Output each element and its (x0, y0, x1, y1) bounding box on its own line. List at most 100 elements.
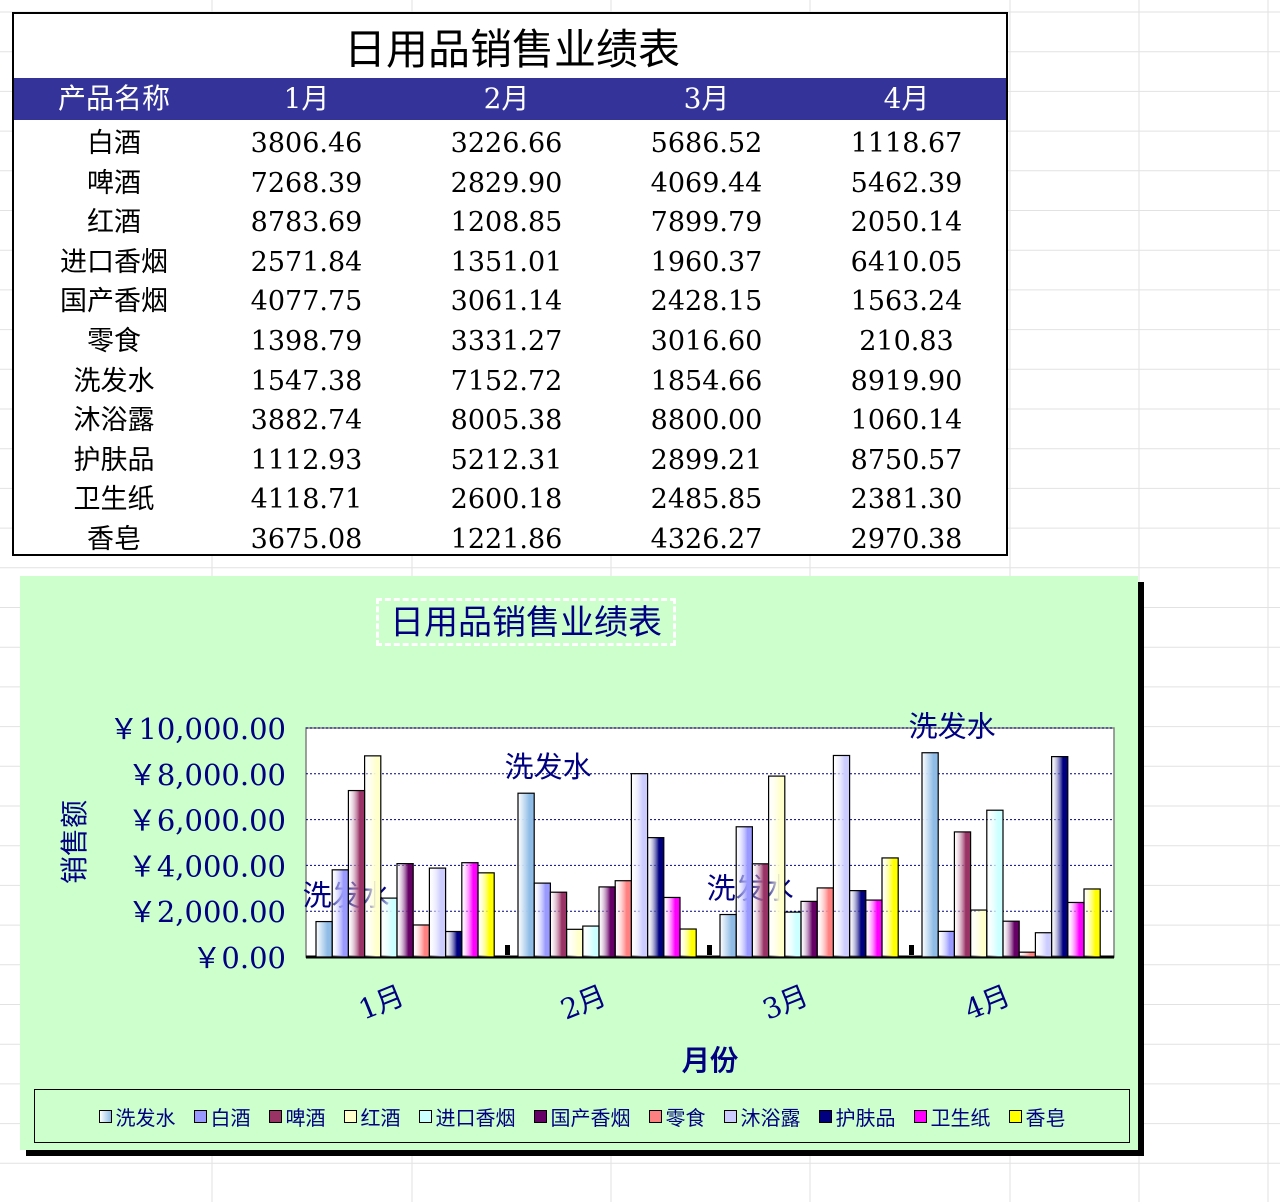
sales-value-cell[interactable]: 8005.38 (450, 405, 563, 437)
product-name-cell[interactable]: 香皂 (87, 523, 141, 555)
bar-国产香烟-1月[interactable] (396, 863, 414, 958)
bar-国产香烟-4月[interactable] (1002, 920, 1020, 958)
sales-value-cell[interactable]: 2050.14 (850, 207, 963, 239)
bar-卫生纸-3月[interactable] (865, 899, 883, 958)
sales-value-cell[interactable]: 4326.27 (650, 523, 763, 555)
bar-洗发水-3月[interactable] (719, 913, 737, 958)
sales-value-cell[interactable]: 1351.01 (450, 246, 563, 278)
legend-entry[interactable]: 卫生纸 (913, 1102, 991, 1131)
bar-洗发水-2月[interactable] (517, 792, 535, 958)
bar-护肤品-3月[interactable] (848, 890, 867, 958)
product-name-cell[interactable]: 进口香烟 (60, 246, 168, 278)
legend-entry[interactable]: 红酒 (343, 1102, 401, 1131)
bar-护肤品-1月[interactable] (445, 930, 463, 958)
bar-白酒-4月[interactable] (937, 930, 956, 958)
sales-value-cell[interactable]: 7268.39 (250, 167, 363, 199)
sales-value-cell[interactable]: 7152.72 (450, 365, 563, 397)
sales-value-cell[interactable]: 1208.85 (450, 207, 563, 239)
product-name-cell[interactable]: 洗发水 (73, 365, 155, 397)
bar-香皂-4月[interactable] (1083, 888, 1101, 958)
bar-白酒-3月[interactable] (735, 826, 754, 958)
bar-红酒-1月[interactable] (364, 755, 382, 958)
sales-value-cell[interactable]: 5212.31 (450, 444, 563, 476)
sales-value-cell[interactable]: 210.83 (859, 325, 954, 357)
sales-value-cell[interactable]: 2428.15 (650, 286, 763, 318)
legend-entry[interactable]: 香皂 (1008, 1102, 1066, 1131)
legend-entry[interactable]: 洗发水 (98, 1102, 176, 1131)
bar-啤酒-4月[interactable] (953, 831, 972, 958)
bar-洗发水-4月[interactable] (921, 752, 939, 958)
bar-红酒-3月[interactable] (767, 775, 786, 958)
bar-进口香烟-4月[interactable] (986, 809, 1004, 958)
sales-value-cell[interactable]: 1118.67 (850, 128, 963, 159)
bar-零食-2月[interactable] (614, 880, 633, 958)
bar-护肤品-4月[interactable] (1050, 756, 1069, 958)
bar-护肤品-2月[interactable] (646, 837, 665, 958)
sales-value-cell[interactable]: 2600.18 (450, 484, 563, 516)
bar-沐浴露-1月[interactable] (428, 867, 447, 958)
sales-value-cell[interactable]: 3061.14 (450, 286, 563, 318)
bar-沐浴露-4月[interactable] (1034, 932, 1053, 958)
sales-value-cell[interactable]: 1854.66 (650, 365, 763, 397)
sales-value-cell[interactable]: 8919.90 (850, 365, 963, 397)
chart-title[interactable]: 日用品销售业绩表 (376, 598, 676, 646)
sales-value-cell[interactable]: 1563.24 (850, 286, 963, 318)
sales-value-cell[interactable]: 1960.37 (650, 246, 763, 278)
sales-value-cell[interactable]: 7899.79 (650, 207, 763, 239)
product-name-cell[interactable]: 啤酒 (87, 167, 141, 199)
bar-卫生纸-2月[interactable] (663, 896, 681, 958)
legend-entry[interactable]: 沐浴露 (723, 1102, 801, 1131)
sales-value-cell[interactable]: 8750.57 (850, 444, 963, 476)
header-month-1[interactable]: 1月 (283, 82, 330, 115)
legend-entry[interactable]: 进口香烟 (418, 1102, 516, 1131)
sales-value-cell[interactable]: 1398.79 (250, 325, 363, 357)
legend-entry[interactable]: 啤酒 (268, 1102, 326, 1131)
sales-value-cell[interactable]: 4069.44 (650, 167, 763, 199)
bar-零食-1月[interactable] (412, 924, 431, 958)
sales-value-cell[interactable]: 2571.84 (250, 246, 363, 278)
chart-legend[interactable]: 洗发水 白酒 啤酒 红酒 进口香烟 国产香烟 零食 沐浴露 护肤品 卫生纸 香皂 (34, 1089, 1130, 1143)
bar-香皂-1月[interactable] (477, 872, 495, 958)
sales-value-cell[interactable]: 2970.38 (850, 523, 963, 555)
sales-value-cell[interactable]: 2899.21 (650, 444, 763, 476)
header-product-name[interactable]: 产品名称 (57, 82, 170, 115)
bar-沐浴露-3月[interactable] (832, 754, 851, 958)
sales-value-cell[interactable]: 3806.46 (250, 128, 363, 159)
sales-value-cell[interactable]: 1112.93 (250, 444, 363, 476)
sales-value-cell[interactable]: 3675.08 (250, 523, 363, 555)
sales-value-cell[interactable]: 1221.86 (450, 523, 563, 555)
sales-value-cell[interactable]: 3882.74 (250, 405, 363, 437)
sales-value-cell[interactable]: 3331.27 (450, 325, 563, 357)
bar-零食-4月[interactable] (1018, 951, 1037, 958)
sales-value-cell[interactable]: 8800.00 (650, 405, 763, 437)
product-name-cell[interactable]: 白酒 (87, 128, 141, 159)
bar-红酒-4月[interactable] (969, 909, 988, 958)
legend-entry[interactable]: 国产香烟 (533, 1102, 631, 1131)
bar-进口香烟-2月[interactable] (582, 925, 600, 958)
sales-value-cell[interactable]: 1547.38 (250, 365, 363, 397)
bar-卫生纸-1月[interactable] (461, 862, 479, 958)
sales-value-cell[interactable]: 5686.52 (650, 128, 763, 159)
sales-value-cell[interactable]: 3016.60 (650, 325, 763, 357)
header-month-4[interactable]: 4月 (883, 82, 930, 115)
product-name-cell[interactable]: 沐浴露 (73, 405, 155, 437)
sales-value-cell[interactable]: 1060.14 (850, 405, 963, 437)
product-name-cell[interactable]: 卫生纸 (73, 484, 155, 516)
legend-entry[interactable]: 白酒 (193, 1102, 251, 1131)
product-name-cell[interactable]: 护肤品 (73, 444, 155, 476)
bar-零食-3月[interactable] (816, 887, 835, 958)
bar-啤酒-3月[interactable] (751, 863, 770, 958)
sales-value-cell[interactable]: 3226.66 (450, 128, 563, 159)
sales-value-cell[interactable]: 6410.05 (850, 246, 963, 278)
bar-进口香烟-1月[interactable] (380, 897, 398, 958)
bar-白酒-1月[interactable] (331, 869, 350, 958)
sales-value-cell[interactable]: 4077.75 (250, 286, 363, 318)
bar-啤酒-1月[interactable] (347, 789, 366, 958)
bar-香皂-2月[interactable] (679, 928, 697, 958)
sales-value-cell[interactable]: 4118.71 (250, 484, 363, 516)
sales-value-cell[interactable]: 2829.90 (450, 167, 563, 199)
bar-国产香烟-2月[interactable] (598, 886, 616, 958)
bar-白酒-2月[interactable] (533, 882, 552, 958)
bar-香皂-3月[interactable] (881, 857, 899, 958)
